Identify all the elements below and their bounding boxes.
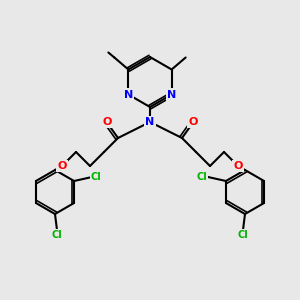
Text: Cl: Cl [196, 172, 207, 182]
Text: N: N [146, 117, 154, 127]
Text: N: N [124, 89, 133, 100]
Text: O: O [233, 161, 243, 171]
Text: Cl: Cl [52, 230, 62, 240]
Text: O: O [188, 117, 198, 127]
Text: O: O [57, 161, 67, 171]
Text: Cl: Cl [91, 172, 101, 182]
Text: O: O [102, 117, 112, 127]
Text: N: N [167, 89, 176, 100]
Text: Cl: Cl [238, 230, 248, 240]
